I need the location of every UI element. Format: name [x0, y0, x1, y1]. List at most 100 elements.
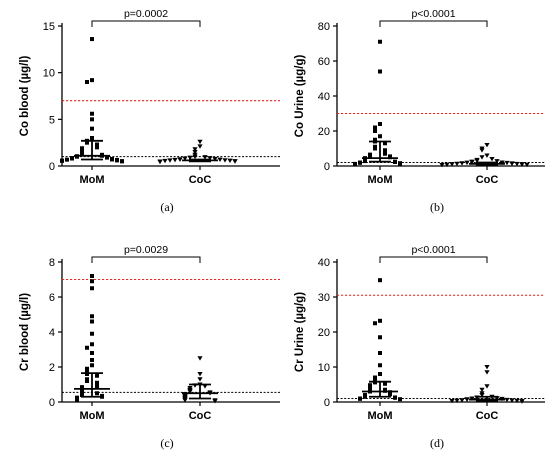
data-point-coc [222, 158, 228, 163]
data-point-mom [378, 39, 382, 44]
data-point-coc [469, 159, 475, 165]
data-point-mom [378, 318, 382, 323]
category-label: MoM [79, 174, 104, 186]
data-point-coc [439, 162, 445, 168]
data-point-coc [187, 155, 193, 160]
category-label: CoC [189, 410, 212, 422]
data-point-coc [479, 148, 485, 153]
data-point-coc [444, 162, 450, 167]
data-point-mom [75, 154, 79, 159]
data-point-mom [85, 345, 89, 350]
data-point-mom [373, 129, 377, 133]
y-tick-label: 30 [318, 292, 330, 304]
data-point-mom [60, 158, 64, 163]
y-tick-label: 60 [318, 56, 330, 68]
category-label: CoC [189, 174, 212, 186]
category-label: MoM [367, 174, 392, 186]
y-tick-label: 0 [49, 161, 55, 173]
data-point-mom [90, 314, 94, 319]
data-point-mom [85, 140, 89, 145]
data-point-mom [90, 286, 94, 291]
data-point-mom [90, 274, 94, 278]
data-point-mom [90, 37, 94, 42]
data-point-mom [368, 153, 372, 158]
chart-panel-a: 0 5 10 15 Co blood (µg/l) MoM CoC p=0.0002 (a) [19, 8, 280, 214]
data-point-coc [187, 389, 193, 394]
data-point-mom [378, 335, 382, 340]
y-tick-label: 80 [318, 21, 330, 33]
data-point-coc [484, 143, 490, 148]
data-point-mom [383, 381, 387, 386]
data-point-coc [484, 153, 490, 158]
data-point-mom [373, 125, 377, 130]
data-point-mom [353, 161, 357, 166]
data-point-mom [85, 80, 89, 84]
data-point-coc [479, 155, 485, 160]
y-tick-label: 8 [49, 257, 55, 269]
panel-caption: (a) [160, 200, 173, 214]
data-point-mom [90, 279, 94, 284]
p-value-label: p<0.0001 [411, 8, 455, 20]
data-point-mom [378, 134, 382, 139]
data-point-coc [192, 154, 198, 160]
data-point-coc [514, 161, 520, 167]
y-tick-label: 6 [49, 292, 55, 304]
data-point-mom [393, 395, 397, 400]
data-point-coc [207, 156, 213, 161]
y-tick-label: 0 [324, 161, 330, 173]
y-tick-label: 0 [49, 397, 55, 409]
data-point-mom [388, 392, 392, 397]
data-point-mom [393, 159, 397, 164]
data-point-coc [484, 365, 490, 370]
data-point-mom [90, 319, 94, 324]
data-point-coc [232, 159, 238, 164]
data-point-mom [95, 391, 99, 396]
y-axis-label: Co Urine (µg/g) [294, 55, 306, 138]
data-point-mom [358, 396, 362, 401]
p-value-label: p=0.0002 [124, 8, 168, 20]
data-point-coc [192, 147, 198, 152]
data-point-mom [378, 278, 382, 283]
data-point-mom [398, 397, 402, 402]
data-point-coc [494, 159, 500, 164]
data-point-coc [479, 387, 485, 393]
data-point-coc [182, 156, 188, 161]
data-point-mom [80, 393, 84, 397]
data-point-mom [115, 158, 119, 163]
data-point-mom [70, 156, 74, 161]
data-point-mom [90, 358, 94, 362]
data-point-coc [454, 161, 460, 167]
data-point-mom [90, 136, 94, 140]
data-point-coc [489, 157, 495, 162]
data-point-mom [378, 69, 382, 74]
data-point-coc [197, 356, 203, 361]
panel-caption: (d) [430, 436, 444, 450]
data-point-mom [85, 366, 89, 371]
data-point-coc [182, 398, 188, 403]
data-point-coc [449, 398, 455, 404]
data-point-coc [454, 398, 460, 403]
category-label: MoM [367, 410, 392, 422]
y-tick-label: 5 [49, 114, 55, 126]
data-point-coc [197, 139, 203, 145]
data-point-mom [80, 151, 84, 156]
data-point-mom [378, 351, 382, 355]
data-point-coc [484, 384, 490, 389]
y-tick-label: 10 [318, 362, 330, 374]
data-point-coc [499, 160, 505, 165]
data-point-mom [373, 146, 377, 151]
significance-bracket [379, 20, 488, 27]
data-point-mom [110, 157, 114, 162]
data-point-mom [373, 375, 377, 380]
data-point-mom [358, 160, 362, 165]
significance-bracket [379, 256, 488, 263]
data-point-mom [383, 151, 387, 156]
panel-caption: (c) [160, 436, 173, 450]
p-value-label: p=0.0029 [124, 244, 168, 256]
significance-bracket [91, 256, 201, 263]
data-point-coc [504, 160, 510, 166]
category-label: CoC [476, 410, 499, 422]
data-point-coc [212, 157, 218, 162]
data-point-coc [504, 397, 510, 403]
chart-panel-c: 0 2 4 6 8 Cr blood (µg/l) MoM CoC p=0.0029 (c) [19, 244, 280, 450]
